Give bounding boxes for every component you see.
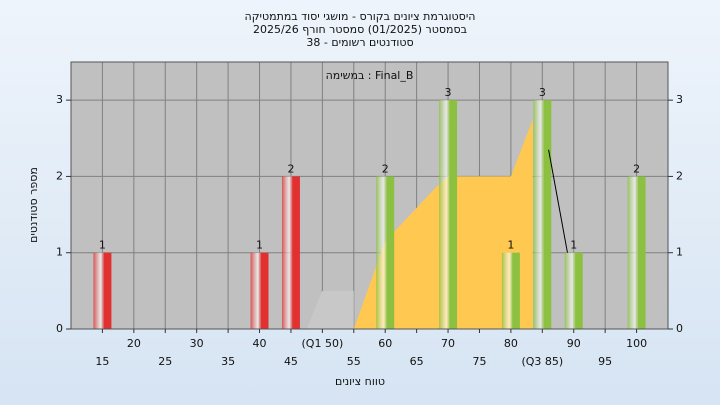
line <box>548 149 568 253</box>
x-tick-label: 80 <box>504 337 518 350</box>
data-label: 1 <box>99 239 106 252</box>
annotation: במשימה : Final_B <box>326 69 414 82</box>
bar <box>533 100 552 330</box>
data-label: 2 <box>382 162 389 175</box>
bar <box>250 252 269 329</box>
bar <box>564 252 583 329</box>
bar <box>281 176 300 329</box>
data-label: 1 <box>256 239 263 252</box>
x-tick-label: 45 <box>284 355 298 368</box>
x-tick-label: 95 <box>598 355 612 368</box>
y-tick-label: 0 <box>56 322 63 335</box>
bar <box>376 176 395 329</box>
x-tick-label: 100 <box>626 337 647 350</box>
x-tick-label: 90 <box>567 337 581 350</box>
x-tick-label: (Q3 85) <box>521 355 563 368</box>
y2-tick-label: 3 <box>676 93 683 106</box>
y2-tick-label: 0 <box>676 322 683 335</box>
data-label: 1 <box>570 239 577 252</box>
area <box>306 290 354 329</box>
data-label: 3 <box>445 86 452 99</box>
x-tick-label: 70 <box>441 337 455 350</box>
bar <box>627 176 646 329</box>
title-line: בסמסטר (01/2025) סמסטר חורף 2025/26 <box>253 23 467 36</box>
bar <box>93 252 112 329</box>
y2-tick-label: 2 <box>676 169 683 182</box>
x-tick-label: 60 <box>378 337 392 350</box>
plot-border <box>70 61 669 330</box>
data-label: 3 <box>539 86 546 99</box>
x-tick-label: 40 <box>253 337 267 350</box>
y-axis-label: מספר סטודנטים <box>27 167 40 243</box>
y-tick-label: 2 <box>56 169 63 182</box>
x-tick-label: 35 <box>221 355 235 368</box>
data-label: 1 <box>507 239 514 252</box>
x-tick-label: 15 <box>95 355 109 368</box>
x-axis-label: טווח ציונים <box>335 375 385 388</box>
data-label: 2 <box>633 162 640 175</box>
bar <box>501 252 520 329</box>
y2-tick-label: 1 <box>676 246 683 259</box>
x-tick-label: 25 <box>158 355 172 368</box>
title-line: סטודנטים רשומים - 38 <box>306 36 413 49</box>
x-tick-label: 55 <box>347 355 361 368</box>
data-label: 2 <box>287 162 294 175</box>
title-line: היסטוגרמת ציונים בקורס - מושגי יסוד במתמ… <box>245 10 476 23</box>
bar <box>439 100 458 330</box>
x-tick-label: 20 <box>127 337 141 350</box>
y-tick-label: 1 <box>56 246 63 259</box>
x-tick-label: 75 <box>472 355 486 368</box>
x-tick-label: 65 <box>410 355 424 368</box>
x-tick-label: 30 <box>190 337 204 350</box>
y-tick-label: 3 <box>56 93 63 106</box>
x-tick-label: (Q1 50) <box>302 337 344 350</box>
